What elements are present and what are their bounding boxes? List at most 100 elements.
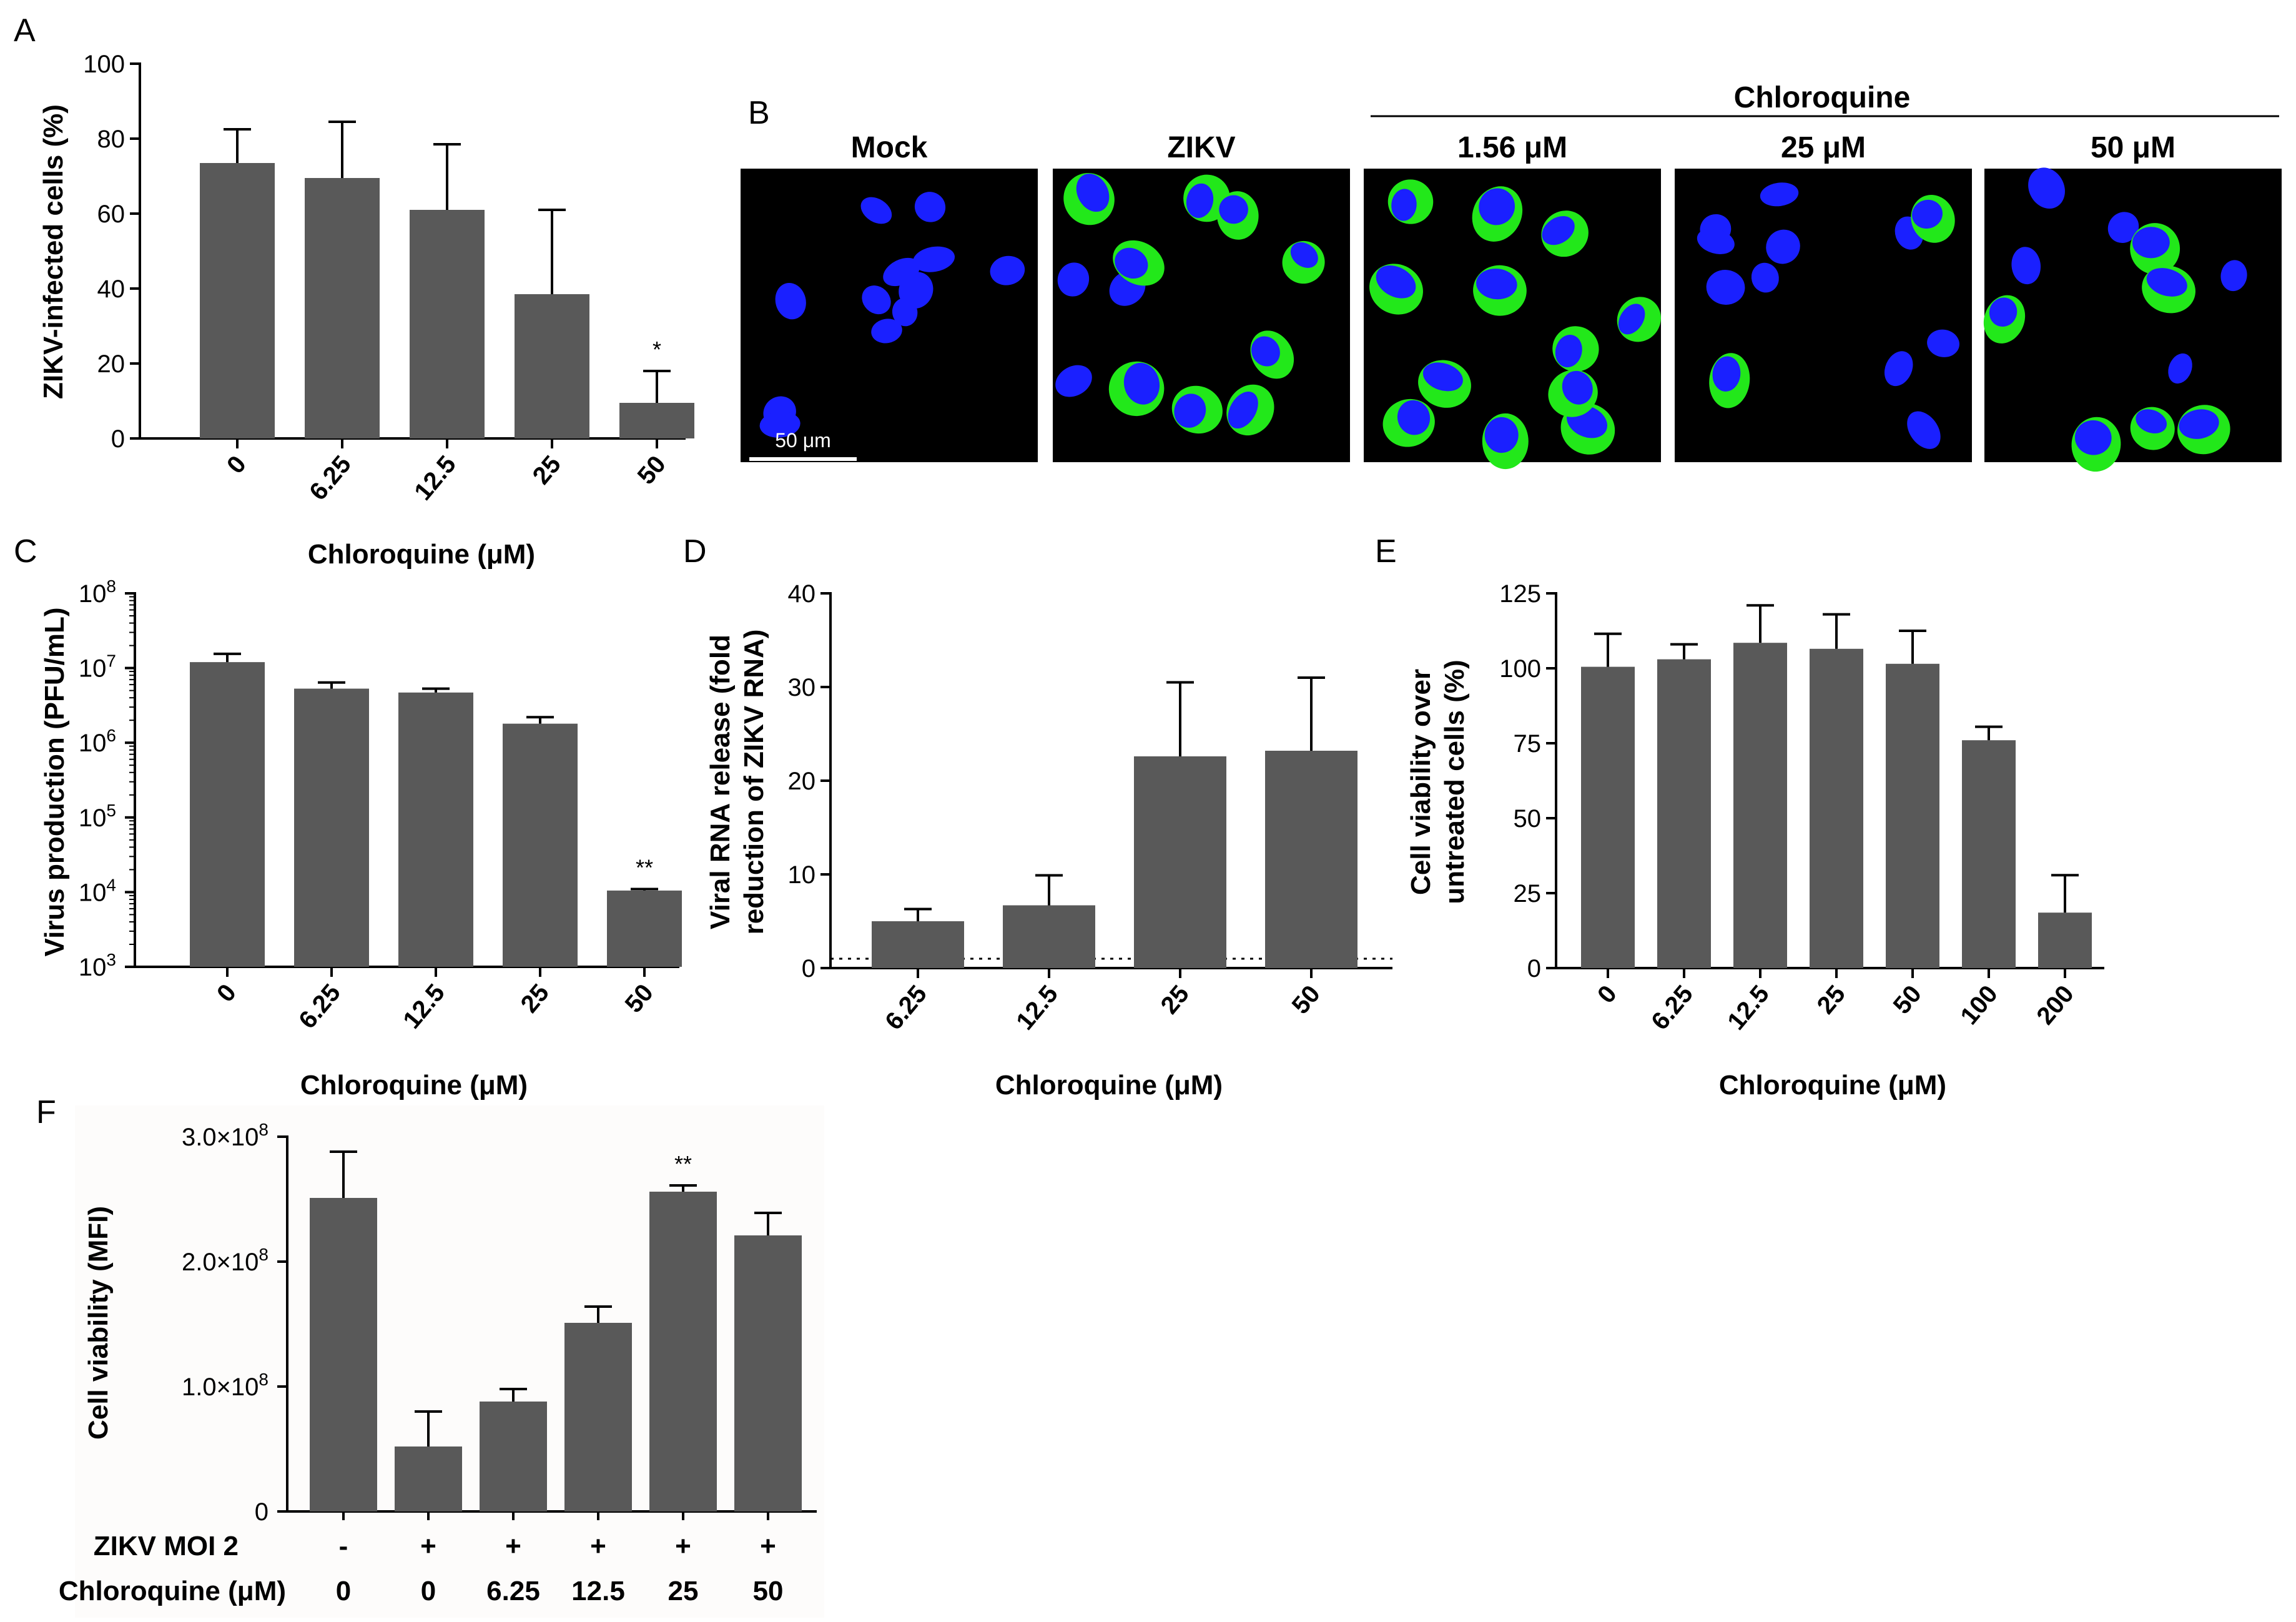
chart-a-x-tick-label: 25 — [528, 451, 566, 490]
chart-e-y-tick-label: 0 — [1527, 955, 1541, 982]
chart-f-row-label-chloroquine: Chloroquine (μM) — [59, 1576, 286, 1606]
chart-e-x-tick-label: 6.25 — [1646, 981, 1698, 1036]
cell-nucleus — [2146, 268, 2187, 297]
cell-nucleus — [1376, 265, 1416, 299]
chart-e-y-tick-label: 100 — [1499, 655, 1541, 683]
chart-c-y-tick-label: 107 — [79, 651, 116, 683]
cell-nucleus — [862, 285, 891, 315]
chart-e: Cell viability over untreated cells (%) … — [1406, 580, 2104, 1100]
chart-e-x-axis-label: Chloroquine (μM) — [1719, 1070, 1946, 1100]
chart-a-x-axis-label: Chloroquine (μM) — [308, 539, 535, 570]
chart-e-bar — [1962, 740, 2016, 968]
cell-nucleus — [1618, 304, 1645, 335]
chart-f-row-zikv-value: + — [675, 1531, 691, 1561]
chart-a-bar — [619, 403, 694, 438]
chart-f-row-zikv-value: + — [505, 1531, 521, 1561]
chart-c-x-axis-label: Chloroquine (μM) — [300, 1070, 528, 1100]
chart-a-bar — [410, 210, 485, 438]
chart-a-x-tick-label: 12.5 — [409, 451, 461, 506]
chart-a-y-tick-label: 60 — [97, 200, 126, 228]
cell-nucleus — [1555, 335, 1582, 368]
chart-d-y-tick-label: 20 — [788, 768, 816, 795]
chart-d-x-tick-label: 50 — [1287, 981, 1326, 1019]
chart-c-bar — [398, 692, 473, 967]
chart-f-row-chloroquine-value: 6.25 — [486, 1576, 540, 1606]
chart-a-bar — [200, 163, 275, 438]
cell-nucleus — [990, 255, 1025, 285]
chart-f-y-tick-label: 3.0×108 — [182, 1120, 269, 1151]
chart-d-x-tick-label: 25 — [1156, 981, 1195, 1019]
chart-d-y-tick-label: 0 — [802, 955, 815, 982]
cell-nucleus — [860, 197, 892, 224]
chart-f-y-tick-label: 2.0×108 — [182, 1245, 269, 1276]
chart-e-bar — [1886, 663, 1939, 968]
cell-nucleus — [1562, 370, 1593, 405]
microscopy-label-0: Mock — [851, 131, 928, 164]
chart-f-row-zikv-value: + — [590, 1531, 606, 1561]
chart-c-y-tick-label: 108 — [79, 576, 116, 608]
chart-f-row-label-zikv: ZIKV MOI 2 — [94, 1531, 239, 1561]
cell-nucleus — [1912, 199, 1943, 229]
cell-nucleus — [1542, 216, 1575, 245]
chart-d-bar — [872, 921, 964, 968]
chart-f-row-chloroquine-value: 50 — [753, 1576, 784, 1606]
chart-f-significance-label: ** — [674, 1151, 692, 1177]
cell-nucleus — [1115, 247, 1148, 279]
cell-nucleus — [2168, 353, 2192, 384]
chart-c-x-tick-label: 6.25 — [293, 979, 346, 1034]
chart-a-x-tick-label: 0 — [222, 451, 252, 479]
chart-e-x-tick-label: 0 — [1592, 981, 1622, 1009]
microscopy-label-3: 25 μM — [1781, 131, 1866, 164]
chart-f-y-axis-label: Cell viability (MFI) — [83, 1206, 114, 1440]
cell-nucleus — [1484, 417, 1519, 453]
cell-nucleus — [2074, 420, 2112, 455]
chart-f-bar — [310, 1198, 377, 1511]
chart-d-y-tick-label: 40 — [788, 580, 816, 608]
chart-c-y-tick-label: 105 — [79, 801, 116, 832]
cell-nucleus — [2132, 227, 2170, 259]
chart-d: Viral RNA release (fold reduction of ZIK… — [705, 580, 1392, 1100]
cell-nucleus — [871, 319, 902, 344]
chart-e-y-tick-label: 25 — [1514, 880, 1542, 907]
cell-nucleus — [2028, 167, 2065, 209]
chart-a-y-tick-label: 40 — [97, 275, 126, 303]
cell-nucleus — [2136, 409, 2167, 433]
chart-c-bar — [607, 890, 682, 967]
cell-nucleus — [1479, 188, 1515, 225]
panel-label-a: A — [14, 12, 36, 49]
cell-nucleus — [1422, 362, 1463, 392]
chart-d-bar — [1265, 751, 1357, 968]
chart-e-y-tick-label: 75 — [1514, 730, 1542, 758]
chart-a-y-tick-label: 0 — [111, 425, 125, 453]
chart-c-bar — [503, 723, 578, 967]
chart-e-x-tick-label: 12.5 — [1722, 981, 1775, 1036]
chart-f-y-tick-label: 1.0×108 — [182, 1370, 269, 1401]
microscopy-label-1: ZIKV — [1167, 131, 1235, 164]
chart-a-y-axis-label: ZIKV-infected cells (%) — [38, 104, 69, 399]
chart-d-y-tick-label: 30 — [788, 674, 816, 701]
cell-nucleus — [1927, 329, 1959, 357]
chart-f-row-chloroquine-value: 0 — [421, 1576, 436, 1606]
chart-d-y-axis-label-line2: reduction of ZIKV RNA) — [739, 630, 769, 935]
chart-e-x-tick-label: 100 — [1955, 981, 2003, 1030]
chart-e-bar — [1733, 643, 1787, 968]
chart-c-y-tick-label: 103 — [79, 950, 116, 981]
chart-f-row-chloroquine-value: 25 — [668, 1576, 699, 1606]
chart-a-x-tick-label: 6.25 — [304, 451, 357, 506]
chart-e-x-tick-label: 50 — [1888, 981, 1927, 1019]
chart-a-x-tick-label: 50 — [633, 451, 671, 490]
cell-nucleus — [1391, 189, 1417, 221]
cell-nucleus — [912, 246, 955, 272]
chart-f-bar — [480, 1402, 547, 1511]
cell-nucleus — [2179, 409, 2219, 439]
cell-nucleus — [1076, 174, 1110, 212]
chart-c-y-axis-label: Virus production (PFU/mL) — [39, 608, 70, 957]
chart-d-x-tick-label: 6.25 — [880, 981, 932, 1036]
chart-f-bar — [564, 1323, 632, 1511]
chart-d-x-axis-label: Chloroquine (μM) — [995, 1070, 1223, 1100]
cell-nucleus — [775, 282, 806, 320]
chart-e-bar — [1581, 666, 1635, 968]
cell-nucleus — [2011, 247, 2041, 285]
chart-c-significance-label: ** — [636, 854, 653, 880]
chart-f-row-zikv-value: + — [760, 1531, 776, 1561]
